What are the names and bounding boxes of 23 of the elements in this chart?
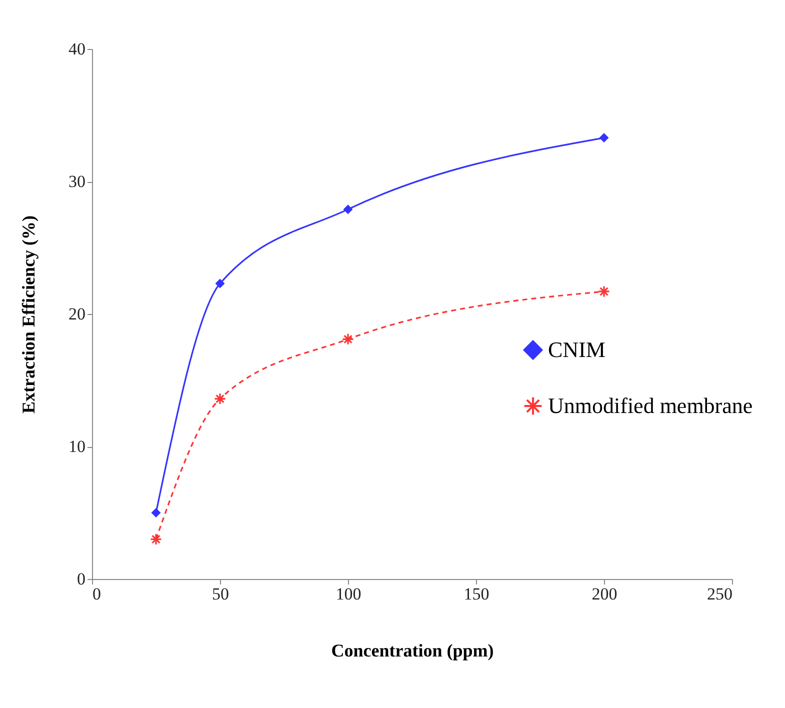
point [598, 285, 610, 298]
point [150, 533, 162, 546]
y-tick-label: 20 [68, 304, 86, 324]
y-tick-label: 10 [68, 437, 86, 456]
point [215, 278, 225, 288]
y-axis-title: Extraction Efficiency (%) [18, 216, 38, 414]
y-tick-label: 40 [68, 40, 86, 58]
point [599, 133, 609, 143]
x-axis-title: Concentration (ppm) [331, 640, 494, 660]
x-tick-label: 250 [707, 584, 732, 604]
x-tick-label: 150 [464, 584, 490, 604]
legend-label: Unmodified membrane [548, 393, 753, 418]
point [151, 508, 161, 518]
point [214, 392, 226, 405]
y-tick-label: 0 [77, 570, 86, 588]
x-tick-label: 50 [212, 584, 229, 604]
x-tick-label: 100 [336, 584, 362, 604]
x-tick-label: 200 [592, 584, 618, 604]
legend-label: CNIM [548, 337, 606, 362]
point [343, 204, 353, 214]
x-tick-label: 0 [92, 584, 101, 604]
point [342, 333, 354, 346]
y-tick-label: 30 [68, 172, 86, 191]
